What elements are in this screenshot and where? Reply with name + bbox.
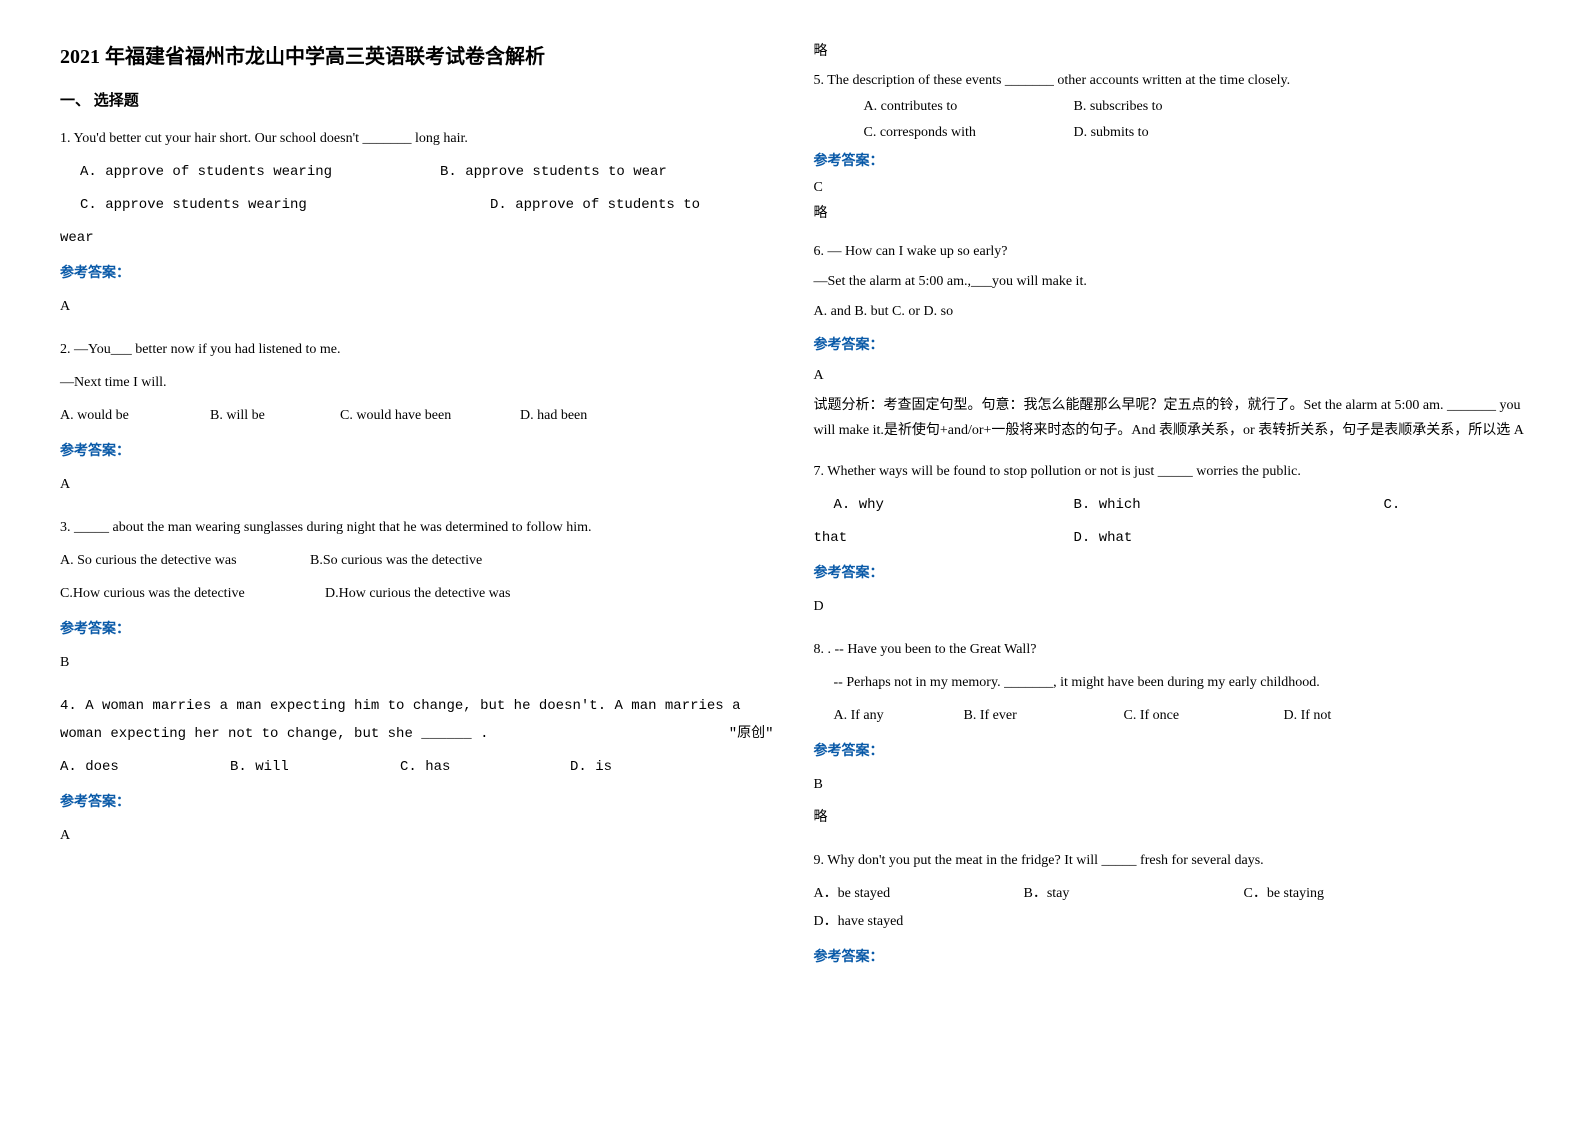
q3-opt-a: A. So curious the detective was [60,547,270,575]
q1-opt-c: C. approve students wearing [80,191,450,219]
q9-options: A．be stayed B．stay C．be staying D．have s… [814,880,1528,936]
question-3: 3. _____ about the man wearing sunglasse… [60,514,774,677]
q1-options-row1: A. approve of students wearing B. approv… [60,158,774,186]
q6-explanation: 试题分析：考查固定句型。句意：我怎么能醒那么早呢？定五点的铃，就行了。Set t… [814,393,1528,443]
q3-options-row2: C.How curious was the detective D.How cu… [60,580,774,608]
q2-answer: A [60,471,774,499]
q4-tag: "原创" [729,720,774,748]
q5-lue: 略 [814,203,1528,224]
q9-opt-b: B．stay [1024,880,1204,908]
q2-opt-d: D. had been [520,402,587,430]
q3-options-row1: A. So curious the detective was B.So cur… [60,547,774,575]
q1-opt-d-line2: wear [60,224,774,252]
q8-opt-b: B. If ever [964,702,1084,730]
q7-options-row2: that D. what [814,524,1528,552]
q2-options: A. would be B. will be C. would have bee… [60,402,774,430]
q4-answer-label: 参考答案： [60,789,774,817]
right-column: 略 5. The description of these events ___… [814,40,1528,987]
q1-stem: 1. You'd better cut your hair short. Our… [60,125,774,153]
section-header: 一、 选择题 [60,89,774,110]
q7-opt-c-line2: that [814,524,1034,552]
q3-opt-d: D.How curious the detective was [325,580,510,608]
q9-opt-d: D．have stayed [814,908,904,936]
q2-stem2: —Next time I will. [60,369,774,397]
q1-opt-a: A. approve of students wearing [80,158,400,186]
q4-options: A. does B. will C. has D. is [60,753,774,781]
question-9: 9. Why don't you put the meat in the fri… [814,847,1528,972]
q4-opt-b: B. will [230,753,360,781]
question-7: 7. Whether ways will be found to stop po… [814,458,1528,621]
q4-stem-text: 4. A woman marries a man expecting him t… [60,698,741,742]
q7-opt-a: A. why [834,491,1034,519]
question-6: 6. — How can I wake up so early? —Set th… [814,239,1528,443]
q4-opt-d: D. is [570,753,612,781]
q5-options-row2: C. corresponds with D. submits to [864,122,1528,143]
question-5: 5. The description of these events _____… [814,70,1528,224]
q7-answer: D [814,593,1528,621]
q7-answer-label: 参考答案： [814,560,1528,588]
q5-answer-label: 参考答案： [814,151,1528,172]
q4-opt-c: C. has [400,753,530,781]
q1-options-row2: C. approve students wearing D. approve o… [60,191,774,219]
q8-answer: B [814,771,1528,799]
page-title: 2021 年福建省福州市龙山中学高三英语联考试卷含解析 [60,40,774,69]
q7-stem: 7. Whether ways will be found to stop po… [814,458,1528,486]
q8-answer-label: 参考答案： [814,738,1528,766]
q1-opt-d: D. approve of students to [490,191,700,219]
question-1: 1. You'd better cut your hair short. Our… [60,125,774,321]
q9-opt-a: A．be stayed [814,880,984,908]
q2-opt-a: A. would be [60,402,170,430]
question-4: 4. A woman marries a man expecting him t… [60,692,774,850]
question-2: 2. —You___ better now if you had listene… [60,336,774,499]
q7-options-row1: A. why B. which C. [834,491,1528,519]
q8-opt-d: D. If not [1284,702,1332,730]
q6-stem1: 6. — How can I wake up so early? [814,239,1528,264]
q5-opt-b: B. subscribes to [1074,96,1163,117]
q5-options-row1: A. contributes to B. subscribes to [864,96,1528,117]
q8-opt-a: A. If any [834,702,924,730]
q8-opt-c: C. If once [1124,702,1244,730]
q5-stem: 5. The description of these events _____… [814,70,1528,91]
q2-opt-b: B. will be [210,402,300,430]
q8-stem1: 8. . -- Have you been to the Great Wall? [814,636,1528,664]
q2-answer-label: 参考答案： [60,438,774,466]
q5-opt-c: C. corresponds with [864,122,1034,143]
page-container: 2021 年福建省福州市龙山中学高三英语联考试卷含解析 一、 选择题 1. Yo… [60,40,1527,987]
q8-lue: 略 [814,804,1528,832]
q5-opt-a: A. contributes to [864,96,1034,117]
q8-options: A. If any B. If ever C. If once D. If no… [834,702,1528,730]
q3-answer-label: 参考答案： [60,616,774,644]
q7-opt-b: B. which [1074,491,1344,519]
q4-stem: 4. A woman marries a man expecting him t… [60,692,774,748]
left-column: 2021 年福建省福州市龙山中学高三英语联考试卷含解析 一、 选择题 1. Yo… [60,40,774,987]
q2-stem1: 2. —You___ better now if you had listene… [60,336,774,364]
q6-answer-label: 参考答案： [814,333,1528,358]
q3-opt-b: B.So curious was the detective [310,547,482,575]
q5-opt-d: D. submits to [1074,122,1149,143]
q1-answer: A [60,293,774,321]
q4-opt-a: A. does [60,753,190,781]
q6-opts: A. and B. but C. or D. so [814,299,1528,324]
q9-answer-label: 参考答案： [814,944,1528,972]
q3-opt-c: C.How curious was the detective [60,580,285,608]
question-8: 8. . -- Have you been to the Great Wall?… [814,636,1528,832]
q9-stem: 9. Why don't you put the meat in the fri… [814,847,1528,875]
q3-stem: 3. _____ about the man wearing sunglasse… [60,514,774,542]
q1-opt-b: B. approve students to wear [440,158,667,186]
q1-answer-label: 参考答案： [60,260,774,288]
q3-answer: B [60,649,774,677]
q6-answer: A [814,363,1528,388]
q9-opt-c: C．be staying [1244,880,1414,908]
q4-lue: 略 [814,40,1528,60]
q7-opt-d: D. what [1074,524,1133,552]
q7-opt-c: C. [1384,491,1401,519]
q8-stem2: -- Perhaps not in my memory. _______, it… [834,669,1528,697]
q4-answer: A [60,822,774,850]
q2-opt-c: C. would have been [340,402,480,430]
q5-answer: C [814,177,1528,198]
q6-stem2: —Set the alarm at 5:00 am.,___you will m… [814,269,1528,294]
